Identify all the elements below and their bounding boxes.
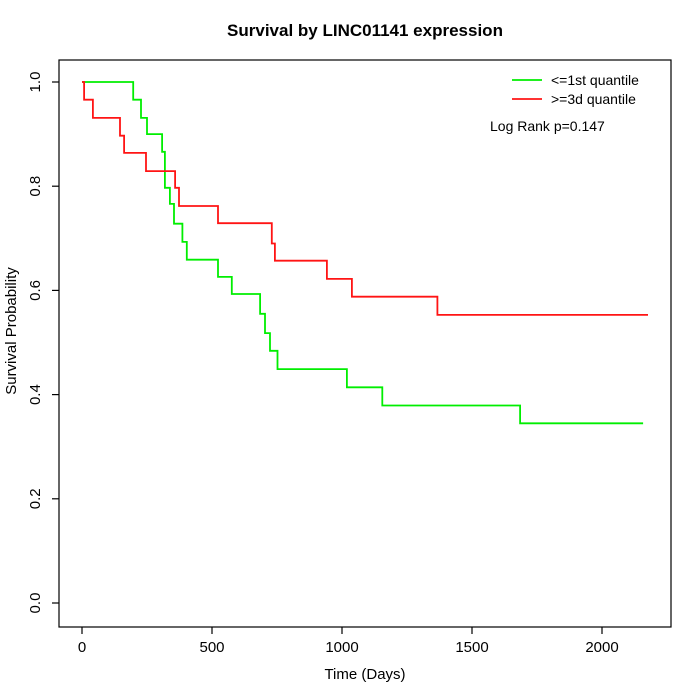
survival-curve-low-expression [82, 81, 644, 425]
y-tick-label: 1.0 [27, 72, 44, 93]
y-tick-label: 0.4 [27, 384, 44, 405]
legend-label-high-expression: >=3d quantile [551, 91, 636, 107]
y-axis: 0.0 0.2 0.4 0.6 0.8 1.0 [27, 72, 59, 614]
x-tick-label: 0 [78, 639, 86, 656]
y-tick-label: 0.2 [27, 488, 44, 509]
legend-label-low-expression: <=1st quantile [551, 72, 639, 88]
log-rank-pvalue-text: Log Rank p=0.147 [490, 118, 605, 134]
x-tick-label: 1500 [455, 639, 488, 656]
x-axis: 0 500 1000 1500 2000 [78, 627, 619, 656]
y-tick-label: 0.0 [27, 593, 44, 614]
chart-title: Survival by LINC01141 expression [227, 21, 503, 40]
survival-curves [82, 81, 648, 425]
x-tick-label: 500 [199, 639, 224, 656]
survival-curve-high-expression [82, 81, 648, 316]
x-tick-label: 2000 [585, 639, 618, 656]
y-tick-label: 0.8 [27, 176, 44, 197]
legend: <=1st quantile >=3d quantile Log Rank p=… [490, 72, 639, 134]
plot-frame [58, 59, 672, 628]
x-axis-title: Time (Days) [324, 666, 405, 683]
y-tick-label: 0.6 [27, 280, 44, 301]
y-axis-title: Survival Probability [3, 267, 20, 395]
x-tick-label: 1000 [325, 639, 358, 656]
